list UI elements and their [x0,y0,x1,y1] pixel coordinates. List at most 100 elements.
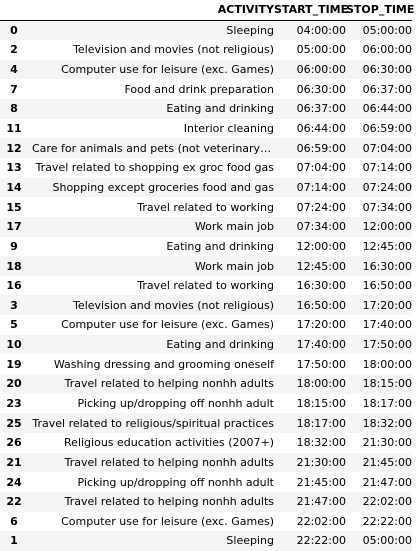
table-row: 17 Work main job 07:34:00 12:00:00 [0,216,412,237]
stop-time-cell: 06:59:00 [362,122,412,136]
stop-time-cell: 06:30:00 [362,63,412,77]
start-time-cell: 18:17:00 [296,416,346,430]
activity-cell: Travel related to shopping ex groc food … [35,161,274,175]
activity-cell: Picking up/dropping off nonhh adult [77,396,274,410]
activity-cell: Travel related to working [137,200,274,214]
activity-cell: Work main job [194,220,274,234]
stop-time-cell: 06:44:00 [362,102,412,116]
stop-time-cell: 06:00:00 [362,43,412,57]
activity-cell: Sleeping [226,24,274,38]
row-index: 14 [6,180,22,194]
activity-cell: Travel related to helping nonhh adults [64,495,274,509]
start-time-cell: 07:24:00 [296,200,346,214]
start-time-cell: 18:00:00 [296,377,346,391]
table-row: 18 Work main job 12:45:00 16:30:00 [0,256,412,276]
activity-cell: Computer use for leisure (exc. Games) [61,63,274,77]
activity-cell: Travel related to working [137,279,274,293]
start-time-cell: 22:22:00 [296,534,346,548]
start-time-cell: 06:59:00 [296,141,346,155]
start-time-cell: 12:00:00 [296,239,346,253]
start-time-cell: 21:30:00 [296,455,346,469]
activity-cell: Eating and drinking [166,239,274,253]
start-time-cell: 06:00:00 [296,63,346,77]
row-index: 5 [10,318,18,332]
start-time-cell: 04:00:00 [296,24,346,38]
header-start-time: START_TIME [274,0,348,21]
start-time-cell: 17:50:00 [296,357,346,371]
row-index: 21 [6,455,22,469]
stop-time-cell: 06:37:00 [362,82,412,96]
stop-time-cell: 12:45:00 [362,239,412,253]
row-index: 4 [10,63,18,77]
table-row: 4 Computer use for leisure (exc. Games) 06… [0,59,412,80]
row-index: 15 [6,200,22,214]
table-row: 10 Eating and drinking 17:40:00 17:50:00 [0,334,412,355]
row-index: 26 [6,436,22,450]
table-row: 2 Television and movies (not religious) 05… [0,40,412,60]
table-body: 0 Sleeping 04:00:00 05:00:00 2 Television and… [0,20,412,551]
start-time-cell: 17:20:00 [296,318,346,332]
activity-cell: Eating and drinking [166,338,274,352]
stop-time-cell: 12:00:00 [362,220,412,234]
table-row: 16 Travel related to working 16:30:00 16:50… [0,275,412,296]
start-time-cell: 18:15:00 [296,396,346,410]
row-index: 22 [6,495,22,509]
table-row: 22 Travel related to helping nonhh adults… [0,491,412,512]
stop-time-cell: 16:50:00 [362,279,412,293]
row-index: 19 [6,357,22,371]
table-row: 1 Sleeping 22:22:00 05:00:00 [0,531,412,551]
stop-time-cell: 18:15:00 [362,377,412,391]
stop-time-cell: 22:22:00 [362,514,412,528]
stop-time-cell: 18:17:00 [362,396,412,410]
start-time-cell: 21:47:00 [296,495,346,509]
row-index: 18 [6,259,22,273]
table-row: 25 Travel related to religious/spiritual … [0,413,412,433]
row-index: 23 [6,396,22,410]
table-row: 12 Care for animals and pets (not veterin… [0,138,412,158]
table-row: 26 Religious education activities (2007+)… [0,432,412,453]
start-time-cell: 06:30:00 [296,82,346,96]
stop-time-cell: 17:40:00 [362,318,412,332]
stop-time-cell: 07:04:00 [362,141,412,155]
table-row: 13 Travel related to shopping ex groc foo… [0,157,412,178]
table-row: 21 Travel related to helping nonhh adults… [0,452,412,473]
stop-time-cell: 18:32:00 [362,416,412,430]
stop-time-cell: 07:14:00 [362,161,412,175]
stop-time-cell: 18:00:00 [362,357,412,371]
start-time-cell: 05:00:00 [296,43,346,57]
start-time-cell: 18:32:00 [296,436,346,450]
row-index: 9 [10,239,18,253]
activity-cell: Picking up/dropping off nonhh adult [77,475,274,489]
stop-time-cell: 05:00:00 [362,534,412,548]
activity-cell: Television and movies (not religious) [73,298,274,312]
row-index: 6 [10,514,18,528]
row-index: 24 [6,475,22,489]
activity-cell: Eating and drinking [166,102,274,116]
start-time-cell: 21:45:00 [296,475,346,489]
stop-time-cell: 21:30:00 [362,436,412,450]
header-stop-time: STOP_TIME [346,0,414,21]
header-index [0,0,28,21]
start-time-cell: 17:40:00 [296,338,346,352]
stop-time-cell: 21:47:00 [362,475,412,489]
stop-time-cell: 16:30:00 [362,259,412,273]
table-row: 8 Eating and drinking 06:37:00 06:44:00 [0,99,412,119]
stop-time-cell: 07:34:00 [362,200,412,214]
row-index: 12 [6,141,22,155]
header-activity: ACTIVITY [28,0,274,21]
start-time-cell: 06:37:00 [296,102,346,116]
row-index: 8 [10,102,18,116]
activity-cell: Travel related to helping nonhh adults [64,455,274,469]
activity-cell: Shopping except groceries food and gas [52,180,275,194]
activity-cell: Washing dressing and grooming oneself [53,357,274,371]
activity-cell: Computer use for leisure (exc. Games) [61,318,274,332]
start-time-cell: 07:04:00 [296,161,346,175]
table-row: 20 Travel related to helping nonhh adults… [0,374,412,394]
start-time-cell: 12:45:00 [296,259,346,273]
start-time-cell: 07:34:00 [296,220,346,234]
row-index: 1 [10,534,18,548]
table-row: 11 Interior cleaning 06:44:00 06:59:00 [0,118,412,139]
table-row: 6 Computer use for leisure (exc. Games) 22… [0,511,412,532]
activity-cell: Sleeping [226,534,274,548]
stop-time-cell: 21:45:00 [362,455,412,469]
